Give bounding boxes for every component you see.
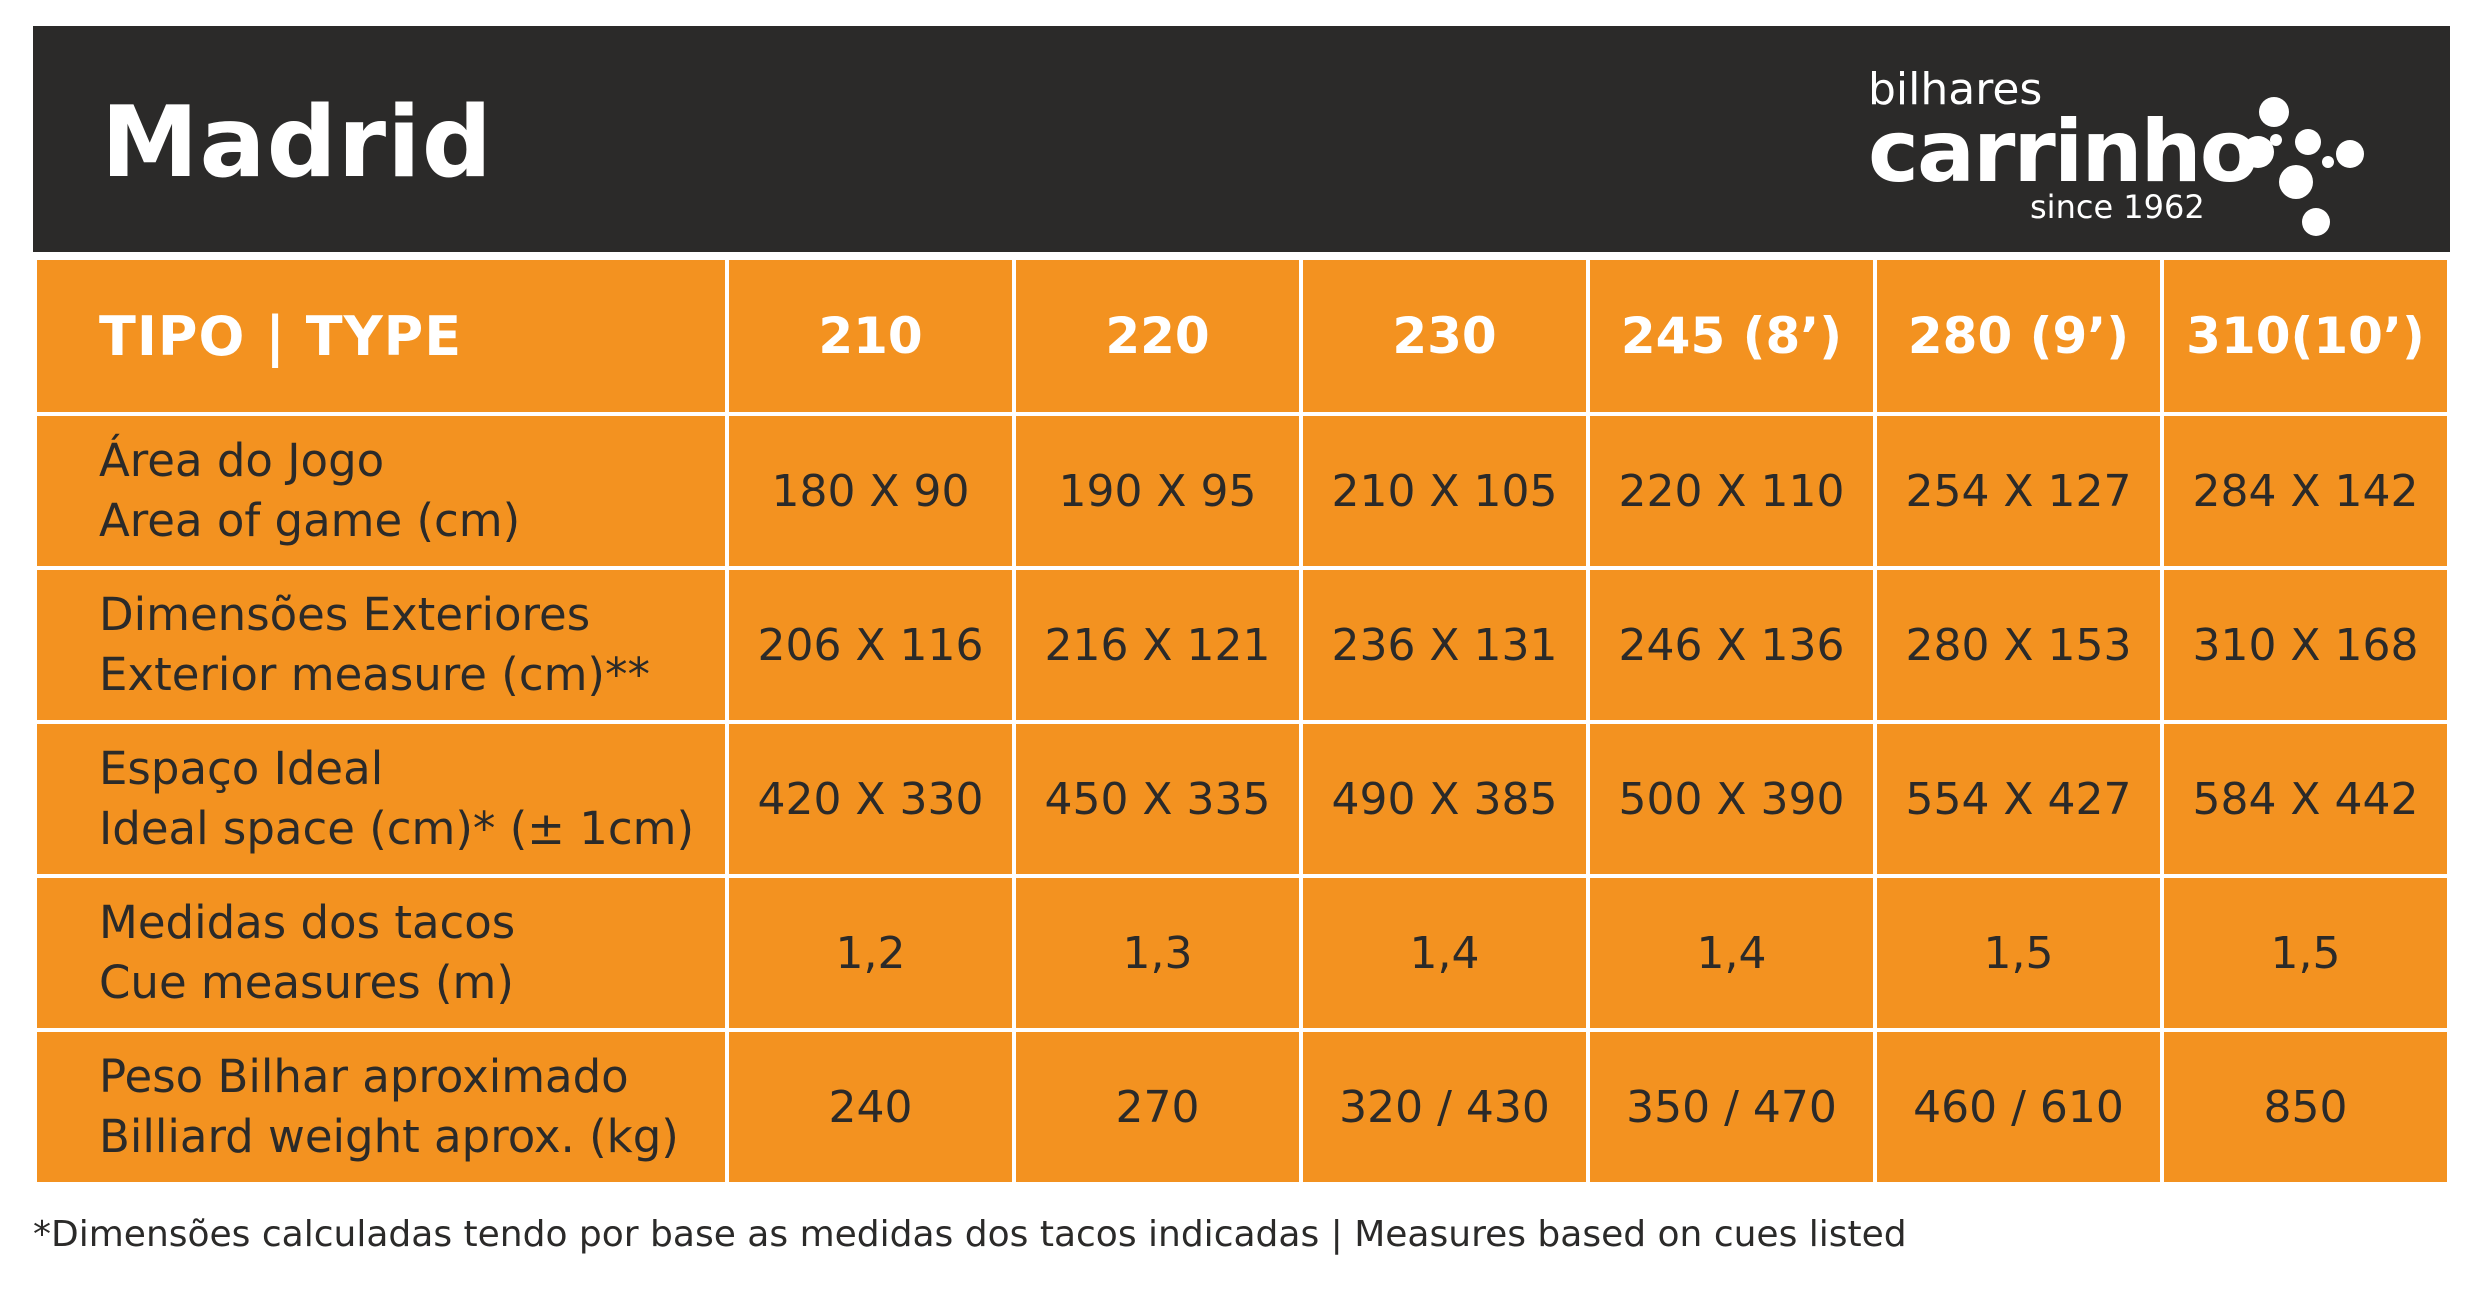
table-cell: 850 bbox=[2160, 1028, 2451, 1186]
table-row: Medidas dos tacos Cue measures (m) 1,2 1… bbox=[33, 874, 2451, 1032]
table-cell: 180 X 90 bbox=[725, 412, 1016, 570]
table-cell: 254 X 127 bbox=[1873, 412, 2164, 570]
row-label-pt: Medidas dos tacos bbox=[99, 896, 516, 949]
column-header: 245 (8’) bbox=[1586, 256, 1877, 416]
table-cell: 490 X 385 bbox=[1299, 720, 1590, 878]
page-title: Madrid bbox=[101, 86, 493, 200]
column-header: 210 bbox=[725, 256, 1016, 416]
column-header: 280 (9’) bbox=[1873, 256, 2164, 416]
row-label-en: Area of game (cm) bbox=[99, 494, 521, 547]
table-cell: 420 X 330 bbox=[725, 720, 1016, 878]
row-label-en: Cue measures (m) bbox=[99, 956, 514, 1009]
row-label-pt: Espaço Ideal bbox=[99, 742, 384, 795]
row-label-pt: Área do Jogo bbox=[99, 434, 385, 487]
table-cell: 236 X 131 bbox=[1299, 566, 1590, 724]
table-cell: 350 / 470 bbox=[1586, 1028, 1877, 1186]
table-cell: 500 X 390 bbox=[1586, 720, 1877, 878]
table-cell: 240 bbox=[725, 1028, 1016, 1186]
table-cell: 1,3 bbox=[1012, 874, 1303, 1032]
table-cell: 584 X 442 bbox=[2160, 720, 2451, 878]
table-cell: 1,4 bbox=[1586, 874, 1877, 1032]
table-row: Peso Bilhar aproximado Billiard weight a… bbox=[33, 1028, 2451, 1186]
table-cell: 310 X 168 bbox=[2160, 566, 2451, 724]
table-cell: 210 X 105 bbox=[1299, 412, 1590, 570]
column-header: 230 bbox=[1299, 256, 1590, 416]
column-header-label: 245 (8’) bbox=[1620, 307, 1843, 365]
column-header-label: 310(10’) bbox=[2186, 307, 2425, 365]
table-cell: 554 X 427 bbox=[1873, 720, 2164, 878]
table-header-row: TIPO | TYPE 210 220 230 245 (8’) 280 (9’… bbox=[33, 256, 2451, 416]
column-header-label: 230 bbox=[1392, 307, 1497, 365]
logo-main-text: carrinho bbox=[1868, 102, 2259, 202]
table-cell: 284 X 142 bbox=[2160, 412, 2451, 570]
spec-sheet: Madrid bilhares carrinho since 1962 TIPO… bbox=[33, 26, 2451, 1255]
row-label-en: Ideal space (cm)* (± 1cm) bbox=[99, 802, 695, 855]
footnote: *Dimensões calculadas tendo por base as … bbox=[33, 1214, 1907, 1255]
table-cell: 220 X 110 bbox=[1586, 412, 1877, 570]
column-header: 310(10’) bbox=[2160, 256, 2451, 416]
row-label-cell: Área do Jogo Area of game (cm) bbox=[33, 412, 729, 570]
column-header: 220 bbox=[1012, 256, 1303, 416]
column-header-label: 220 bbox=[1105, 307, 1210, 365]
logo-sub-text: since 1962 bbox=[2030, 188, 2205, 226]
table-cell: 1,2 bbox=[725, 874, 1016, 1032]
column-header-label: 210 bbox=[818, 307, 923, 365]
table-cell: 270 bbox=[1012, 1028, 1303, 1186]
table-row: Dimensões Exteriores Exterior measure (c… bbox=[33, 566, 2451, 724]
molecule-dots-icon bbox=[2242, 97, 2364, 236]
row-label-pt: Peso Bilhar aproximado bbox=[99, 1050, 629, 1103]
row-label-cell: Espaço Ideal Ideal space (cm)* (± 1cm) bbox=[33, 720, 729, 878]
row-label-cell: Medidas dos tacos Cue measures (m) bbox=[33, 874, 729, 1032]
type-label: TIPO | TYPE bbox=[99, 304, 463, 368]
row-label-en: Billiard weight aprox. (kg) bbox=[99, 1110, 679, 1163]
logo-top-text: bilhares bbox=[1868, 64, 2043, 115]
table-cell: 1,4 bbox=[1299, 874, 1590, 1032]
column-header-label: 280 (9’) bbox=[1907, 307, 2130, 365]
row-label-en: Exterior measure (cm)** bbox=[99, 648, 650, 701]
table-cell: 450 X 335 bbox=[1012, 720, 1303, 878]
table-cell: 280 X 153 bbox=[1873, 566, 2164, 724]
row-label-pt: Dimensões Exteriores bbox=[99, 588, 591, 641]
table-cell: 216 X 121 bbox=[1012, 566, 1303, 724]
row-label-cell: Dimensões Exteriores Exterior measure (c… bbox=[33, 566, 729, 724]
table-cell: 460 / 610 bbox=[1873, 1028, 2164, 1186]
spec-table: TIPO | TYPE 210 220 230 245 (8’) 280 (9’… bbox=[33, 256, 2451, 1186]
table-row: Espaço Ideal Ideal space (cm)* (± 1cm) 4… bbox=[33, 720, 2451, 878]
table-cell: 1,5 bbox=[2160, 874, 2451, 1032]
table-row: Área do Jogo Area of game (cm) 180 X 90 … bbox=[33, 412, 2451, 570]
table-cell: 190 X 95 bbox=[1012, 412, 1303, 570]
row-label-cell: Peso Bilhar aproximado Billiard weight a… bbox=[33, 1028, 729, 1186]
table-cell: 320 / 430 bbox=[1299, 1028, 1590, 1186]
type-header-cell: TIPO | TYPE bbox=[33, 256, 729, 416]
table-cell: 246 X 136 bbox=[1586, 566, 1877, 724]
table-cell: 1,5 bbox=[1873, 874, 2164, 1032]
brand-logo: bilhares carrinho since 1962 bbox=[1868, 64, 2388, 236]
header-bar: Madrid bilhares carrinho since 1962 bbox=[33, 26, 2450, 252]
table-cell: 206 X 116 bbox=[725, 566, 1016, 724]
